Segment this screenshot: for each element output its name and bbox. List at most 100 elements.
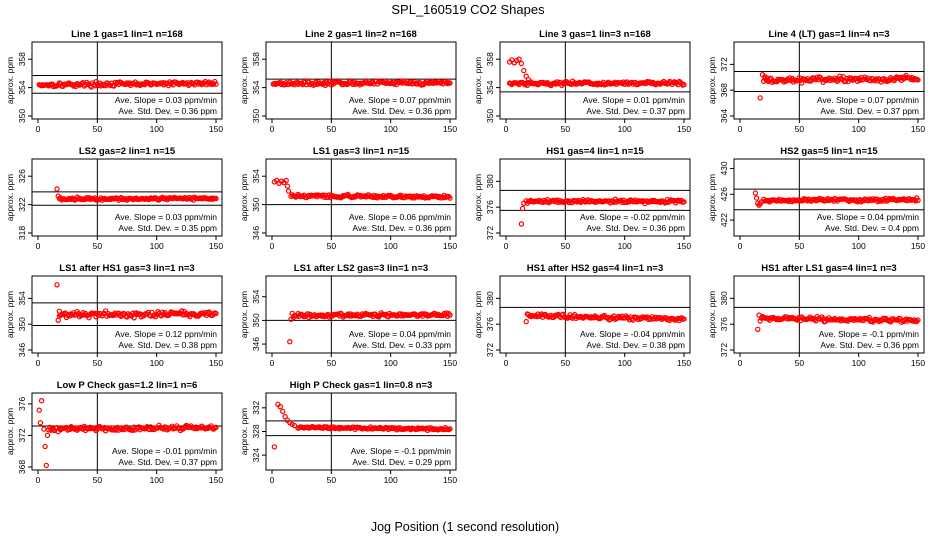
panel-title: LS1 after HS1 gas=3 lin=1 n=3 <box>59 263 194 274</box>
data-point <box>765 197 772 204</box>
data-points <box>271 401 453 450</box>
data-point <box>915 77 921 83</box>
x-tick-label: 100 <box>150 475 164 485</box>
slope-annotation: Ave. Slope = -0.04 ppm/min <box>580 329 685 339</box>
panel-11: HS1 after HS2 gas=4 lin=1 n=3 0 50 100 150 37… <box>473 263 691 368</box>
x-tick-label: 100 <box>150 241 164 251</box>
panel-title: HS1 after LS1 gas=4 lin=1 n=3 <box>761 263 896 274</box>
plot-frame <box>499 41 691 120</box>
x-tick-label: 100 <box>384 475 398 485</box>
x-tick-label: 150 <box>209 358 223 368</box>
y-tick-label: 358 <box>251 52 261 66</box>
data-point <box>210 311 217 317</box>
data-point <box>519 205 526 212</box>
y-axis-label: approx. ppm <box>5 174 15 221</box>
data-points <box>54 282 219 323</box>
y-tick-label: 332 <box>251 400 261 414</box>
x-tick-label: 50 <box>795 358 805 368</box>
y-tick-label: 376 <box>17 397 27 411</box>
y-tick-label: 364 <box>719 109 729 123</box>
y-tick-label: 358 <box>485 52 495 66</box>
data-point <box>518 60 525 67</box>
plot-frame <box>733 275 925 354</box>
y-tick-label: 322 <box>17 197 27 211</box>
figure-title: SPL_160519 CO2 Shapes <box>391 2 545 17</box>
data-point <box>283 177 289 184</box>
x-tick-label: 150 <box>443 241 457 251</box>
y-tick-label: 430 <box>719 161 729 175</box>
y-tick-label: 350 <box>251 197 261 211</box>
data-point <box>130 427 136 433</box>
data-point <box>43 462 50 469</box>
slope-annotation: Ave. Slope = -0.1 ppm/min <box>819 329 920 339</box>
x-tick-label: 150 <box>677 358 691 368</box>
x-tick-label: 150 <box>209 241 223 251</box>
panel-9: LS1 after HS1 gas=3 lin=1 n=3 0 50 100 150 34… <box>5 263 223 368</box>
data-point <box>523 318 529 325</box>
x-tick-label: 50 <box>795 124 805 134</box>
data-point <box>915 317 921 323</box>
data-point <box>111 427 117 433</box>
y-tick-label: 372 <box>485 343 495 357</box>
std-dev-annotation: Ave. Std. Dev. = 0.35 ppm <box>118 223 217 233</box>
x-tick-label: 0 <box>270 475 275 485</box>
data-point <box>285 188 292 194</box>
panel-title: Low P Check gas=1.2 lin=1 n=6 <box>57 380 198 391</box>
y-tick-label: 350 <box>251 313 261 327</box>
x-tick-label: 150 <box>443 124 457 134</box>
data-point <box>145 309 152 316</box>
data-point <box>42 443 48 450</box>
y-tick-label: 346 <box>17 343 27 357</box>
slope-annotation: Ave. Slope = -0.02 ppm/min <box>580 212 685 222</box>
data-point <box>819 76 825 83</box>
panel-title: HS1 after HS2 gas=4 lin=1 n=3 <box>527 263 664 274</box>
data-point <box>910 318 917 324</box>
y-tick-label: 350 <box>485 109 495 123</box>
plot-frame <box>265 275 457 354</box>
plot-frame <box>31 41 223 120</box>
y-axis-label: approx. ppm <box>707 291 717 338</box>
slope-annotation: Ave. Slope = 0.06 ppm/min <box>349 212 451 222</box>
panel-title: LS1 gas=3 lin=1 n=15 <box>313 146 410 157</box>
x-tick-label: 0 <box>504 124 509 134</box>
y-tick-label: 350 <box>17 109 27 123</box>
y-tick-label: 324 <box>251 448 261 462</box>
y-axis-label: approx. ppm <box>239 174 249 221</box>
data-point <box>912 198 919 204</box>
y-tick-label: 328 <box>251 424 261 438</box>
data-point <box>284 183 291 189</box>
plot-frame <box>733 41 925 120</box>
slope-annotation: Ave. Slope = 0.07 ppm/min <box>817 95 919 105</box>
y-tick-label: 354 <box>251 80 261 94</box>
data-point <box>447 80 453 86</box>
data-point <box>353 193 359 199</box>
std-dev-annotation: Ave. Std. Dev. = 0.36 ppm <box>352 223 451 233</box>
x-tick-label: 0 <box>738 241 743 251</box>
plot-frame <box>31 392 223 471</box>
panel-title: Line 2 gas=1 lin=2 n=168 <box>305 29 417 40</box>
y-tick-label: 346 <box>251 226 261 240</box>
data-point <box>37 420 44 426</box>
y-axis-label: approx. ppm <box>707 57 717 104</box>
y-tick-label: 346 <box>251 337 261 351</box>
panel-14: High P Check gas=1 lin=0.8 n=3 0 50 100 150 3… <box>239 380 457 485</box>
x-tick-label: 100 <box>384 358 398 368</box>
x-tick-label: 50 <box>327 124 337 134</box>
data-point <box>752 190 759 196</box>
y-axis-label: approx. ppm <box>239 291 249 338</box>
panel-title: Line 1 gas=1 lin=1 n=168 <box>71 29 183 40</box>
std-dev-annotation: Ave. Std. Dev. = 0.36 ppm <box>352 106 451 116</box>
data-points <box>518 196 687 227</box>
slope-annotation: Ave. Slope = -0.01 ppm/min <box>112 446 217 456</box>
data-point <box>197 80 204 87</box>
plot-frame <box>31 158 223 237</box>
y-tick-label: 372 <box>719 343 729 357</box>
data-point <box>786 314 792 321</box>
x-tick-label: 100 <box>384 241 398 251</box>
data-point <box>521 67 527 74</box>
x-tick-label: 0 <box>36 475 41 485</box>
std-dev-annotation: Ave. Std. Dev. = 0.29 ppm <box>352 457 451 467</box>
panel-12: HS1 after LS1 gas=4 lin=1 n=3 0 50 100 150 37… <box>707 263 925 368</box>
data-point <box>753 195 760 201</box>
